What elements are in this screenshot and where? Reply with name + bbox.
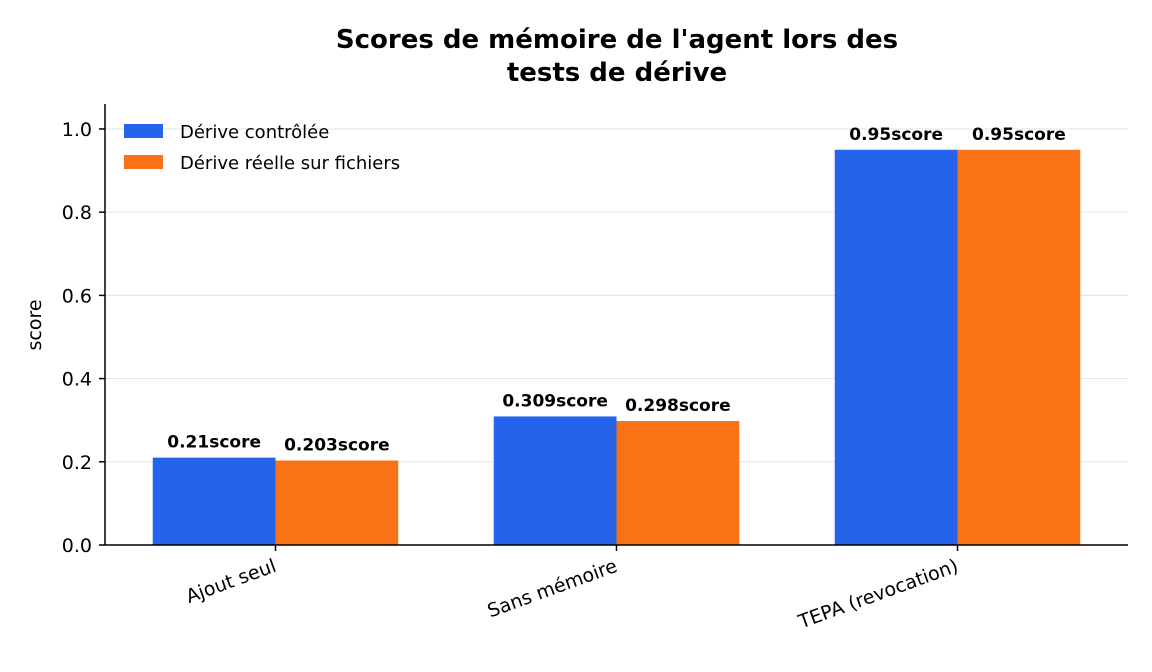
bar-value-label: 0.95score [849,125,943,145]
y-tick-label: 1.0 [62,119,92,141]
bar-value-label: 0.309score [502,391,608,411]
y-axis-label: score [24,299,46,350]
x-tick-label: Ajout seul [183,555,279,608]
bar [957,149,1081,545]
x-tick-label: TEPA (revocation) [795,555,961,634]
legend-label-series-1: Dérive contrôlée [180,122,329,143]
data-labels: 0.21score 0.203score 0.309score 0.298score 0… [167,125,1065,456]
bar [275,460,399,545]
bar-value-label: 0.95score [972,125,1066,145]
y-tick-label: 0.0 [62,535,92,557]
bar-value-label: 0.298score [625,396,731,416]
bar [152,457,276,545]
x-tick-label: Sans mémoire [485,555,621,622]
bars [152,149,1081,545]
y-tick-label: 0.4 [62,369,92,391]
bar-value-label: 0.21score [167,433,261,453]
chart-title-line-1: Scores de mémoire de l'agent lors des [336,25,898,55]
bar [616,421,740,545]
legend: Dérive contrôlée Dérive réelle sur fichi… [124,122,400,174]
bar [493,416,617,545]
y-tick-label: 0.2 [62,452,92,474]
chart-title-line-2: tests de dérive [507,58,727,88]
bar [834,149,958,545]
y-tick-label: 0.8 [62,202,92,224]
legend-swatch-series-1 [124,124,163,138]
y-tick-label: 0.6 [62,285,92,307]
legend-swatch-series-2 [124,155,163,169]
bar-value-label: 0.203score [284,436,390,456]
legend-label-series-2: Dérive réelle sur fichiers [180,153,400,174]
